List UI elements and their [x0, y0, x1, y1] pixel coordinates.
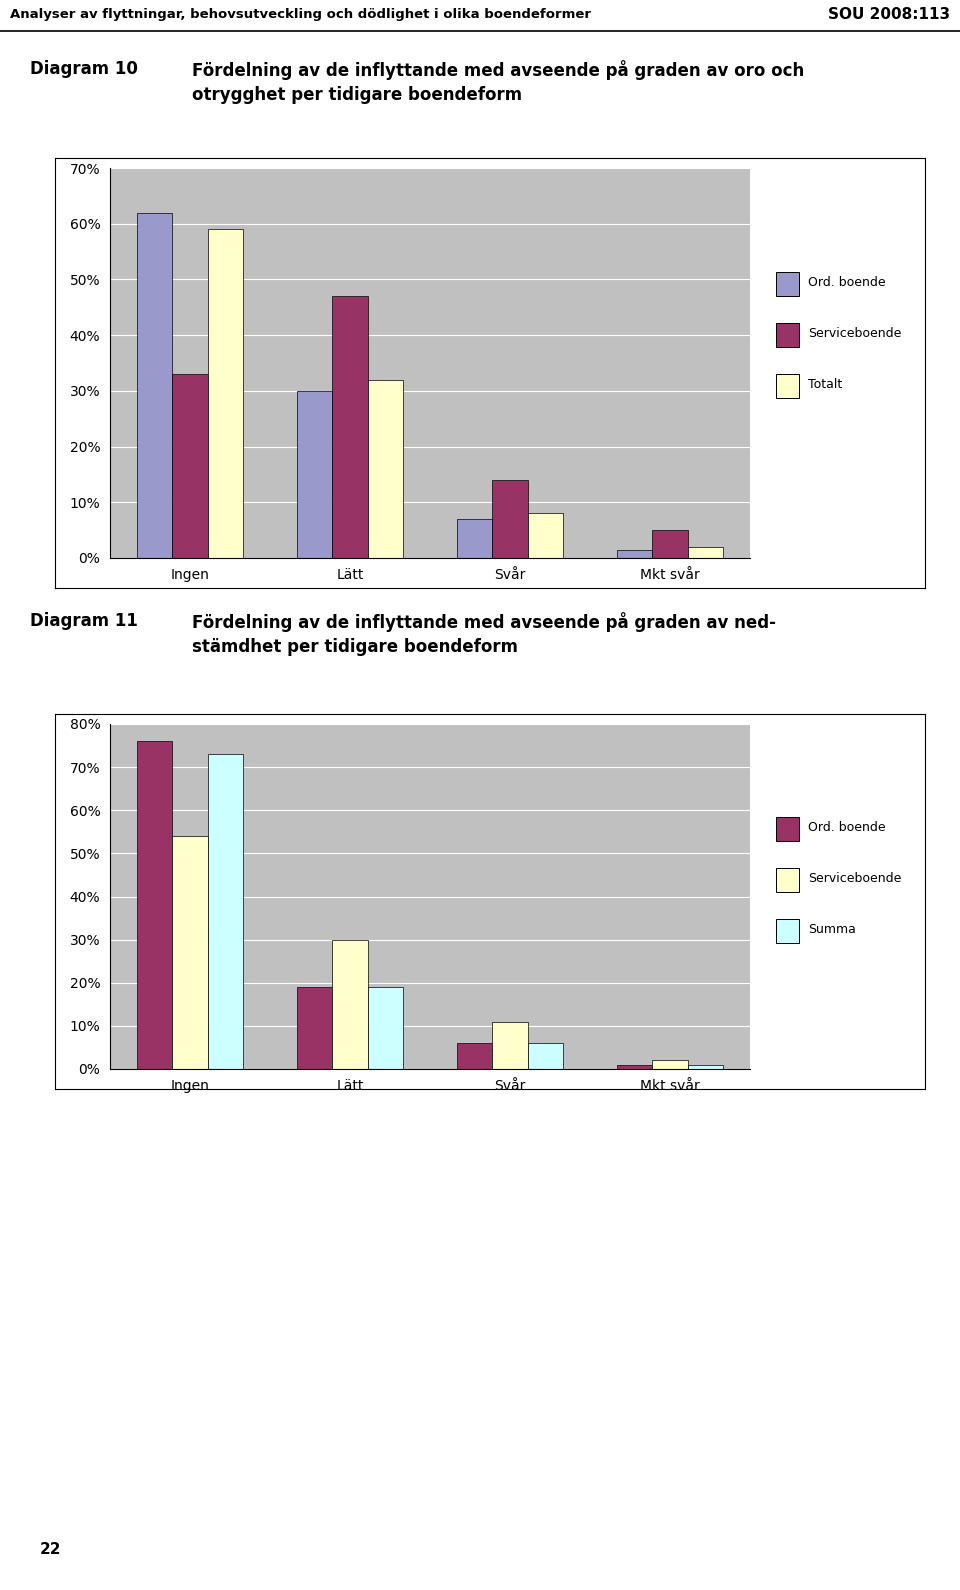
Text: Fördelning av de inflyttande med avseende på graden av oro och
otrygghet per tid: Fördelning av de inflyttande med avseend… — [192, 60, 804, 103]
Bar — [528, 1043, 563, 1068]
Bar — [776, 868, 800, 892]
Bar — [298, 987, 332, 1068]
Bar — [332, 296, 368, 558]
Bar — [492, 480, 528, 558]
Bar — [137, 213, 173, 558]
Text: Ord. boende: Ord. boende — [807, 275, 885, 289]
Bar — [617, 1065, 653, 1068]
Bar — [332, 940, 368, 1068]
Text: SOU 2008:113: SOU 2008:113 — [828, 6, 950, 22]
Bar — [776, 272, 800, 296]
Bar — [457, 518, 492, 558]
Bar — [457, 1043, 492, 1068]
Bar — [492, 1021, 528, 1068]
Bar — [368, 380, 403, 558]
Bar — [137, 741, 173, 1068]
Text: Analyser av flyttningar, behovsutveckling och dödlighet i olika boendeformer: Analyser av flyttningar, behovsutvecklin… — [10, 8, 590, 21]
Bar — [776, 919, 800, 943]
Text: Summa: Summa — [807, 922, 855, 935]
Bar — [776, 374, 800, 398]
Text: Diagram 11: Diagram 11 — [30, 612, 138, 630]
Bar — [173, 374, 207, 558]
Bar — [207, 229, 243, 558]
Bar — [776, 323, 800, 347]
Bar — [776, 817, 800, 841]
Text: Ord. boende: Ord. boende — [807, 820, 885, 833]
Bar — [687, 547, 723, 558]
Bar — [173, 836, 207, 1068]
Bar — [653, 529, 687, 558]
Text: Diagram 10: Diagram 10 — [30, 60, 138, 78]
Bar — [298, 391, 332, 558]
Bar — [528, 514, 563, 558]
Text: Totalt: Totalt — [807, 378, 842, 391]
Bar — [207, 754, 243, 1068]
Bar — [617, 550, 653, 558]
Bar — [368, 987, 403, 1068]
Text: 22: 22 — [40, 1542, 61, 1558]
Bar — [687, 1065, 723, 1068]
Text: Fördelning av de inflyttande med avseende på graden av ned-
stämdhet per tidigar: Fördelning av de inflyttande med avseend… — [192, 612, 776, 655]
Bar — [653, 1061, 687, 1068]
Text: Serviceboende: Serviceboende — [807, 871, 901, 884]
Text: Serviceboende: Serviceboende — [807, 326, 901, 340]
